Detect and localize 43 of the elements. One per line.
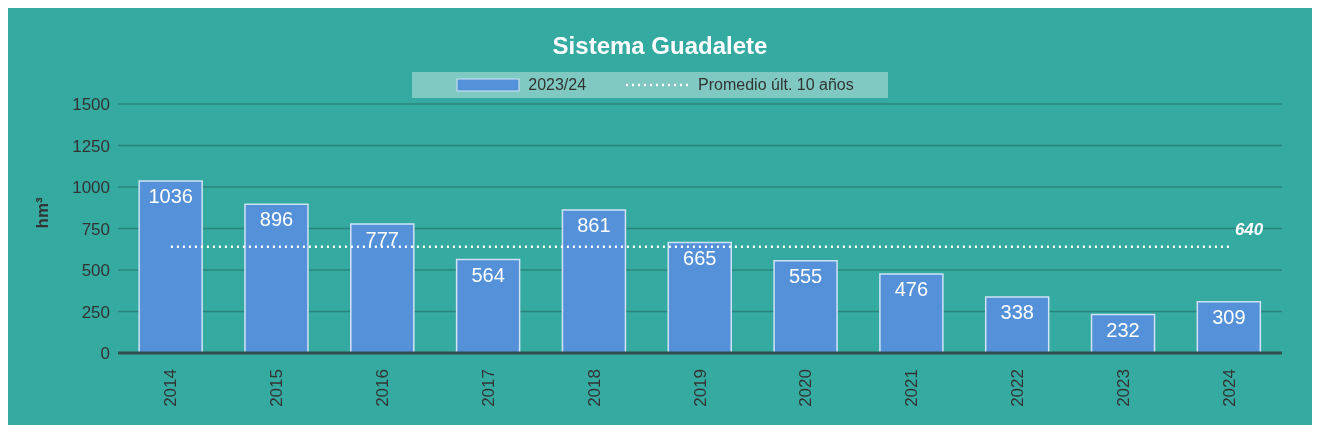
bar (455, 258, 521, 353)
data-label: 232 (1106, 318, 1140, 341)
bar (667, 241, 732, 353)
x-tick-label: 2020 (796, 369, 816, 407)
bar (984, 296, 1050, 353)
x-tick-label: 2014 (161, 369, 181, 407)
bar (350, 223, 415, 353)
data-label: 309 (1212, 305, 1246, 328)
legend-label: 2023/24 (528, 76, 587, 94)
data-label: 861 (577, 214, 611, 237)
data-label: 1036 (148, 185, 193, 208)
x-tick-label: 2023 (1113, 369, 1133, 407)
x-tick-label: 2018 (584, 369, 604, 407)
bar (138, 180, 203, 353)
y-tick-label: 500 (81, 261, 110, 281)
data-label: 896 (259, 208, 294, 231)
data-label: 640 (1234, 219, 1264, 239)
y-tick-label: 250 (81, 302, 110, 322)
legend-label: Promedio últ. 10 años (698, 76, 854, 94)
bar (773, 260, 838, 353)
x-tick-label: 2021 (902, 369, 922, 407)
x-tick-label: 2017 (478, 369, 498, 407)
bar (561, 209, 627, 353)
x-tick-label: 2016 (373, 369, 393, 407)
data-label: 476 (894, 278, 929, 301)
x-tick-label: 2019 (690, 369, 710, 407)
data-label: 665 (683, 246, 717, 269)
data-label: 777 (365, 228, 399, 251)
y-tick-label: 750 (81, 219, 110, 239)
chart-title: Sistema Guadalete (551, 31, 769, 61)
y-axis-title: hm³ (33, 197, 53, 229)
bar (879, 273, 944, 353)
y-tick-label: 1250 (72, 136, 110, 156)
data-label: 564 (471, 263, 505, 286)
y-tick-label: 1500 (72, 95, 110, 115)
x-tick-label: 2024 (1219, 369, 1239, 407)
x-tick-label: 2015 (267, 369, 287, 407)
y-tick-label: 0 (100, 344, 110, 364)
data-label: 555 (788, 265, 823, 288)
bar (244, 203, 309, 353)
y-tick-label: 1000 (72, 178, 110, 198)
data-label: 338 (1000, 301, 1034, 324)
x-tick-label: 2022 (1007, 369, 1027, 407)
